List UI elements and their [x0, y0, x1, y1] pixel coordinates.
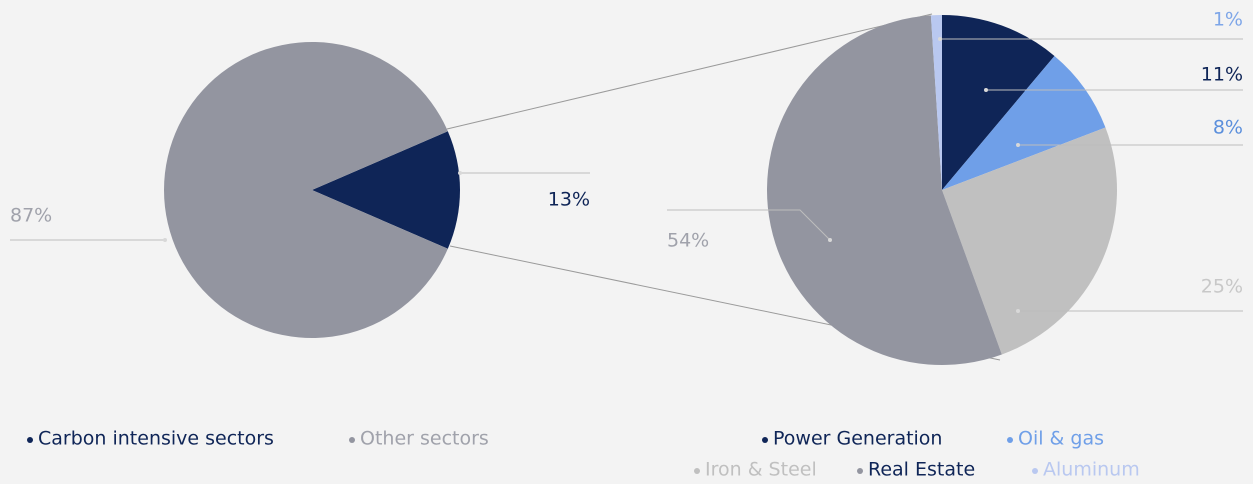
pie-slice — [164, 42, 448, 339]
data-label: 25% — [1201, 276, 1243, 298]
legend-label: Real Estate — [868, 459, 975, 481]
legend-label: Power Generation — [773, 428, 942, 450]
leader-dot — [163, 238, 167, 242]
data-label: 11% — [1201, 64, 1243, 86]
legend-marker — [1007, 437, 1013, 443]
pie-slice — [942, 55, 1106, 190]
legend-marker — [1032, 468, 1038, 474]
legend-label: Carbon intensive sectors — [38, 428, 274, 450]
pie-slice — [767, 15, 1002, 366]
data-label: 8% — [1213, 117, 1243, 139]
legend-marker — [762, 437, 768, 443]
leader-line — [667, 209, 831, 241]
leader-dot — [938, 37, 942, 41]
connector — [446, 13, 933, 130]
data-label: 13% — [548, 189, 590, 211]
legend-marker — [694, 468, 700, 474]
legend-label: Oil & gas — [1018, 428, 1104, 450]
data-label: 87% — [10, 205, 52, 227]
pie-slice — [312, 131, 460, 249]
legend-label: Other sectors — [360, 428, 489, 450]
leader-dot — [458, 171, 462, 175]
legend-marker — [349, 437, 355, 443]
legend-marker — [27, 437, 33, 443]
leader-dot — [984, 88, 988, 92]
leader-dot — [1016, 309, 1020, 313]
pie-slice — [942, 15, 1055, 190]
legend-label: Aluminum — [1043, 459, 1140, 481]
pie-slice — [942, 127, 1117, 355]
data-label: 54% — [667, 230, 709, 252]
leader-dot — [1016, 143, 1020, 147]
leader-dot — [828, 238, 832, 242]
data-label: 1% — [1213, 9, 1243, 31]
pie-slice — [930, 15, 942, 190]
legend-label: Iron & Steel — [705, 459, 817, 481]
legend-marker — [857, 468, 863, 474]
